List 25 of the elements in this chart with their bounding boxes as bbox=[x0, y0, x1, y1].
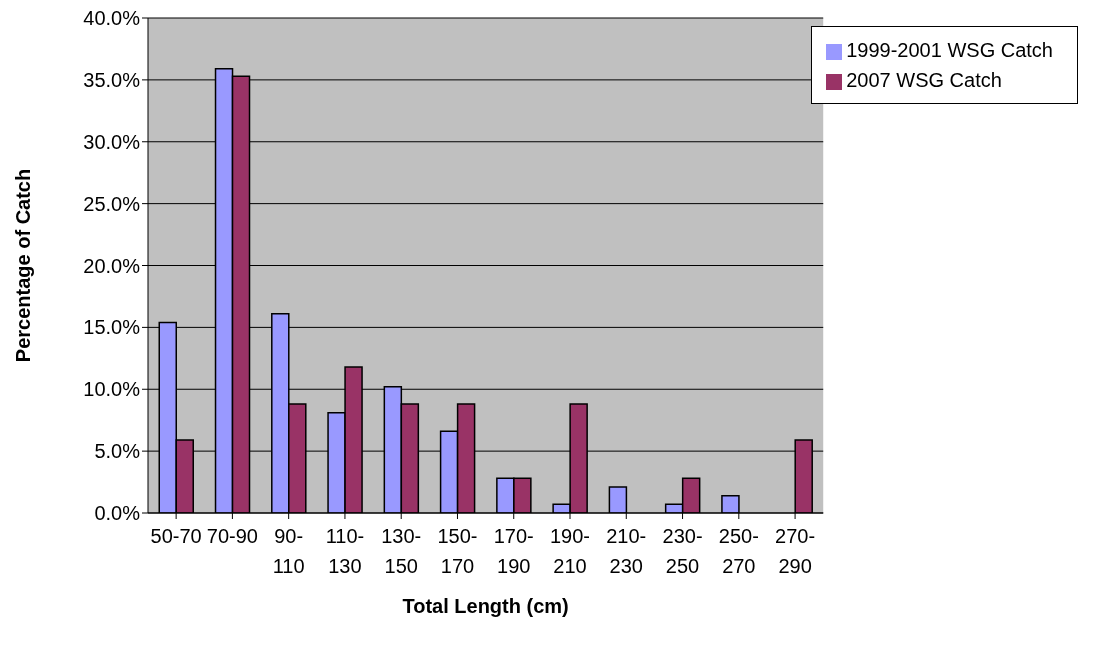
x-tick-label: 130-150 bbox=[381, 525, 422, 577]
x-tick-label: 170-190 bbox=[493, 525, 534, 577]
x-tick-label: 70-90 bbox=[206, 525, 258, 547]
y-tick-label: 20.0% bbox=[83, 254, 141, 277]
legend-label: 1999-2001 WSG Catch bbox=[846, 39, 1053, 61]
y-tick-label: 30.0% bbox=[83, 130, 141, 153]
x-axis-title: Total Length (cm) bbox=[402, 595, 569, 617]
y-tick-label: 0.0% bbox=[94, 502, 141, 525]
x-tick-label: 190-210 bbox=[550, 525, 591, 577]
y-tick-label: 10.0% bbox=[83, 378, 141, 401]
x-tick-label: 250-270 bbox=[718, 525, 759, 577]
y-tick-label: 35.0% bbox=[83, 68, 141, 91]
x-tick-label: 150-170 bbox=[437, 525, 478, 577]
y-tick-label: 25.0% bbox=[83, 192, 141, 215]
x-tick-label: 90-110 bbox=[272, 525, 305, 577]
legend-label: 2007 WSG Catch bbox=[846, 69, 1002, 91]
x-tick-label: 230-250 bbox=[662, 525, 703, 577]
x-tick-label: 50-70 bbox=[150, 525, 202, 547]
y-tick-label: 15.0% bbox=[83, 316, 141, 339]
x-tick-label: 210-230 bbox=[606, 525, 647, 577]
x-tick-label: 110-130 bbox=[325, 525, 365, 577]
y-tick-label: 40.0% bbox=[83, 7, 141, 30]
x-tick-label: 270-290 bbox=[775, 525, 816, 577]
y-axis-title: Percentage of Catch bbox=[12, 168, 35, 363]
y-tick-label: 5.0% bbox=[94, 440, 141, 463]
